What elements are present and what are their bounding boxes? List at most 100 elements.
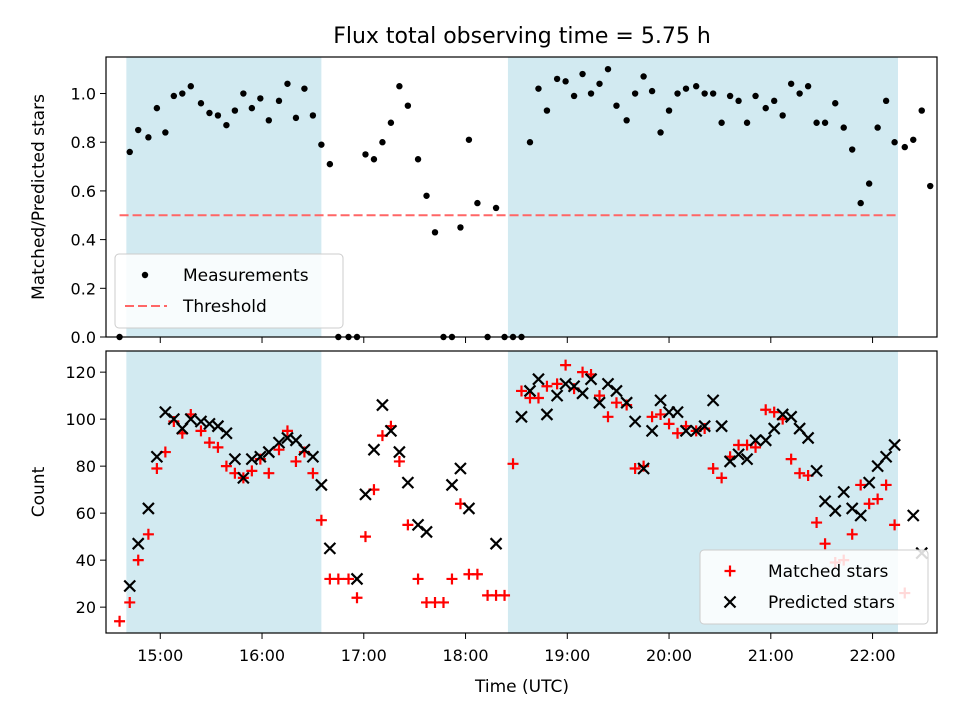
data-point bbox=[872, 493, 884, 505]
data-point bbox=[646, 411, 658, 423]
data-point bbox=[376, 398, 389, 412]
data-point bbox=[142, 528, 154, 540]
x-tick-label: 19:00 bbox=[544, 646, 590, 665]
data-point bbox=[446, 573, 458, 585]
data-point bbox=[577, 366, 589, 378]
data-point bbox=[584, 372, 598, 386]
data-point bbox=[655, 408, 667, 420]
data-point bbox=[818, 495, 832, 508]
data-point bbox=[551, 378, 563, 390]
data-point bbox=[846, 528, 858, 540]
y-tick-label: 0.0 bbox=[71, 328, 96, 347]
data-point bbox=[750, 441, 762, 453]
y-tick-label: 1.0 bbox=[71, 85, 96, 104]
bottom-panel-counts: 20 40 60 80 100 120 15:00 16:00 17:00 18:00 19:00… bbox=[29, 350, 938, 665]
data-point bbox=[828, 504, 842, 518]
data-point bbox=[318, 141, 325, 148]
x-tick-label: 18:00 bbox=[442, 646, 488, 665]
observing-window bbox=[507, 57, 898, 337]
data-point bbox=[387, 119, 395, 126]
legend-entry: Matched stars bbox=[724, 562, 888, 582]
data-point bbox=[384, 424, 398, 438]
data-point bbox=[184, 412, 198, 426]
data-point bbox=[273, 444, 285, 456]
data-point bbox=[257, 95, 264, 102]
data-point bbox=[393, 455, 405, 467]
observing-window bbox=[126, 351, 322, 633]
data-point bbox=[918, 107, 925, 114]
legend: Matched stars Predicted stars bbox=[699, 549, 929, 625]
data-point bbox=[114, 615, 126, 627]
x-axis-ticks bbox=[159, 337, 874, 343]
data-point bbox=[126, 148, 133, 156]
data-point bbox=[692, 83, 700, 90]
data-point bbox=[420, 525, 433, 539]
x-tick-label: 15:00 bbox=[137, 646, 183, 665]
data-point bbox=[301, 85, 308, 92]
data-point bbox=[401, 476, 415, 489]
data-point bbox=[593, 396, 606, 409]
data-point bbox=[359, 531, 371, 543]
data-point bbox=[576, 387, 589, 400]
data-point bbox=[674, 90, 681, 97]
data-point bbox=[124, 596, 136, 608]
y-tick-label: 20 bbox=[76, 598, 96, 617]
x-tick-label: 22:00 bbox=[850, 646, 896, 665]
y-tick-label: 0.6 bbox=[71, 182, 96, 201]
data-point bbox=[263, 467, 275, 479]
data-point bbox=[620, 396, 633, 409]
data-point bbox=[832, 100, 839, 107]
data-point bbox=[891, 139, 898, 146]
y-tick-label: 60 bbox=[76, 504, 96, 523]
data-point bbox=[768, 406, 780, 418]
data-point bbox=[170, 92, 178, 100]
data-point bbox=[779, 112, 786, 119]
data-point bbox=[275, 97, 283, 105]
data-point bbox=[679, 424, 693, 438]
data-point bbox=[123, 579, 137, 593]
data-point bbox=[888, 438, 901, 452]
data-point bbox=[414, 156, 422, 163]
data-point bbox=[787, 80, 795, 87]
data-point bbox=[203, 437, 215, 449]
y-tick-label: 0.8 bbox=[71, 133, 96, 152]
data-point bbox=[393, 445, 406, 459]
data-point bbox=[840, 124, 847, 131]
data-point bbox=[701, 90, 708, 97]
data-point bbox=[343, 573, 355, 585]
data-point bbox=[594, 390, 606, 402]
data-point bbox=[541, 380, 553, 392]
data-point bbox=[220, 460, 232, 472]
data-point bbox=[350, 572, 364, 586]
data-point bbox=[629, 463, 641, 474]
data-point bbox=[698, 419, 711, 433]
data-point bbox=[715, 419, 728, 433]
top-panel-ratio: 0.0 0.2 0.4 0.6 0.8 1.0 Matched/Predicted sta… bbox=[29, 56, 938, 347]
data-point bbox=[689, 424, 703, 438]
data-point bbox=[132, 554, 144, 566]
legend-marker bbox=[723, 595, 737, 609]
data-point bbox=[532, 372, 545, 386]
legend-marker bbox=[141, 271, 149, 279]
data-point bbox=[197, 100, 205, 107]
data-point bbox=[610, 384, 623, 398]
data-point bbox=[759, 434, 772, 447]
data-point bbox=[767, 422, 781, 435]
data-point bbox=[315, 478, 328, 492]
data-point bbox=[707, 463, 719, 474]
data-point bbox=[153, 104, 161, 112]
data-point bbox=[145, 134, 152, 141]
data-point bbox=[206, 109, 213, 117]
data-point bbox=[718, 119, 725, 126]
legend-label: Threshold bbox=[182, 297, 267, 317]
data-point bbox=[910, 136, 917, 143]
data-point bbox=[862, 476, 876, 489]
data-point bbox=[535, 85, 542, 92]
data-point bbox=[309, 112, 317, 119]
data-point bbox=[863, 498, 875, 510]
y-axis-label: Matched/Predicted stars bbox=[29, 94, 49, 300]
data-point bbox=[402, 519, 414, 531]
data-point bbox=[326, 160, 334, 168]
data-point bbox=[819, 538, 831, 550]
data-point bbox=[623, 117, 630, 124]
